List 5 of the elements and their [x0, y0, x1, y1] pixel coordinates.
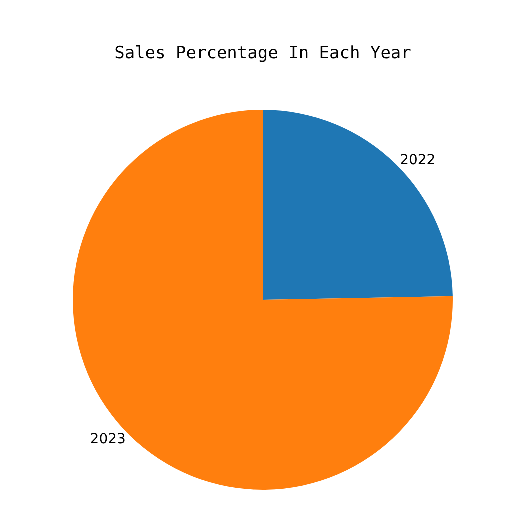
slice-label: 2022 [400, 152, 436, 168]
pie-slice [263, 110, 453, 300]
slice-label: 2023 [90, 432, 126, 448]
chart-title: Sales Percentage In Each Year [114, 44, 412, 64]
pie-slice [73, 110, 453, 490]
